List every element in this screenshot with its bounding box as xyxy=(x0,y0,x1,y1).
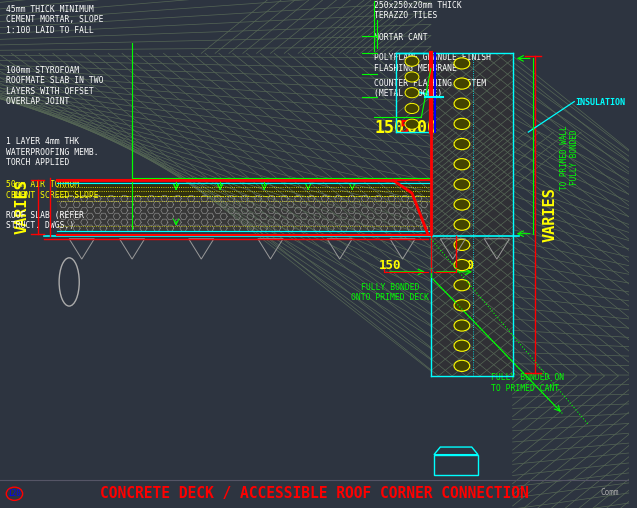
Ellipse shape xyxy=(405,104,419,114)
Text: 150: 150 xyxy=(374,119,404,137)
Ellipse shape xyxy=(454,98,469,109)
Text: 1 LAYER 4mm THK
WATERPROOFING MEMB.
TORCH APPLIED: 1 LAYER 4mm THK WATERPROOFING MEMB. TORC… xyxy=(6,137,99,167)
Bar xyxy=(57,183,431,196)
Text: VARIES: VARIES xyxy=(543,187,558,242)
Ellipse shape xyxy=(454,279,469,291)
Text: CONCRETE DECK / ACCESSIBLE ROOF CORNER CONNECTION: CONCRETE DECK / ACCESSIBLE ROOF CORNER C… xyxy=(100,486,529,501)
Text: 150: 150 xyxy=(379,259,401,272)
Text: FULLY BONDED ON
TO PRIMED CANT: FULLY BONDED ON TO PRIMED CANT xyxy=(490,373,564,393)
Text: 100mm STYROFOAM
ROOFMATE SLAB IN TWO
LAYERS WITH OFFSET
OVERLAP JOINT: 100mm STYROFOAM ROOFMATE SLAB IN TWO LAY… xyxy=(6,66,104,106)
Ellipse shape xyxy=(405,56,419,66)
Text: 45mm THICK MINIMUM
CEMENT MORTAR, SLOPE
1:100 LAID TO FALL: 45mm THICK MINIMUM CEMENT MORTAR, SLOPE … xyxy=(6,5,104,35)
Text: FULLY BONDED
ONTO PRIMED DECK: FULLY BONDED ONTO PRIMED DECK xyxy=(351,283,429,302)
Ellipse shape xyxy=(454,360,469,371)
Text: TO PRIMED WALL
FULLY BONDED: TO PRIMED WALL FULLY BONDED xyxy=(559,125,579,190)
Bar xyxy=(396,53,431,132)
Ellipse shape xyxy=(454,179,469,190)
Ellipse shape xyxy=(454,139,469,150)
Ellipse shape xyxy=(454,58,469,69)
Ellipse shape xyxy=(454,219,469,230)
Ellipse shape xyxy=(405,87,419,98)
Text: COUNTER FLASHING SYSTEM
(METAL GROOVE): COUNTER FLASHING SYSTEM (METAL GROOVE) xyxy=(374,79,487,98)
Text: 000: 000 xyxy=(407,119,437,137)
Ellipse shape xyxy=(454,199,469,210)
Bar xyxy=(434,455,478,475)
Text: 5: 5 xyxy=(400,119,410,137)
Text: 120: 120 xyxy=(8,489,22,498)
Ellipse shape xyxy=(454,340,469,351)
Text: INSULATION: INSULATION xyxy=(575,98,626,107)
Ellipse shape xyxy=(454,320,469,331)
Text: POLYFLAME GRANULE FINISH
FLASHING MEMBRANE: POLYFLAME GRANULE FINISH FLASHING MEMBRA… xyxy=(374,53,491,73)
Ellipse shape xyxy=(405,72,419,82)
Text: 70: 70 xyxy=(459,259,474,272)
Ellipse shape xyxy=(454,118,469,130)
Bar xyxy=(431,53,513,376)
Ellipse shape xyxy=(454,239,469,250)
Text: 50mm AIR TORMUM
CEMENT SCREED SLOPE: 50mm AIR TORMUM CEMENT SCREED SLOPE xyxy=(6,180,99,200)
Text: 250x250x20mm THICK
TERAZZO TILES: 250x250x20mm THICK TERAZZO TILES xyxy=(374,1,462,20)
Text: ROOF SLAB (REFER
STRUCT. DWGS.): ROOF SLAB (REFER STRUCT. DWGS.) xyxy=(6,211,84,230)
Text: VARIES: VARIES xyxy=(15,180,29,234)
Bar xyxy=(57,196,431,231)
Ellipse shape xyxy=(454,300,469,311)
Text: Comm: Comm xyxy=(601,488,619,497)
Ellipse shape xyxy=(454,78,469,89)
Ellipse shape xyxy=(454,158,469,170)
Ellipse shape xyxy=(405,119,419,130)
Text: MORTAR CANT: MORTAR CANT xyxy=(374,33,428,42)
Ellipse shape xyxy=(454,260,469,271)
